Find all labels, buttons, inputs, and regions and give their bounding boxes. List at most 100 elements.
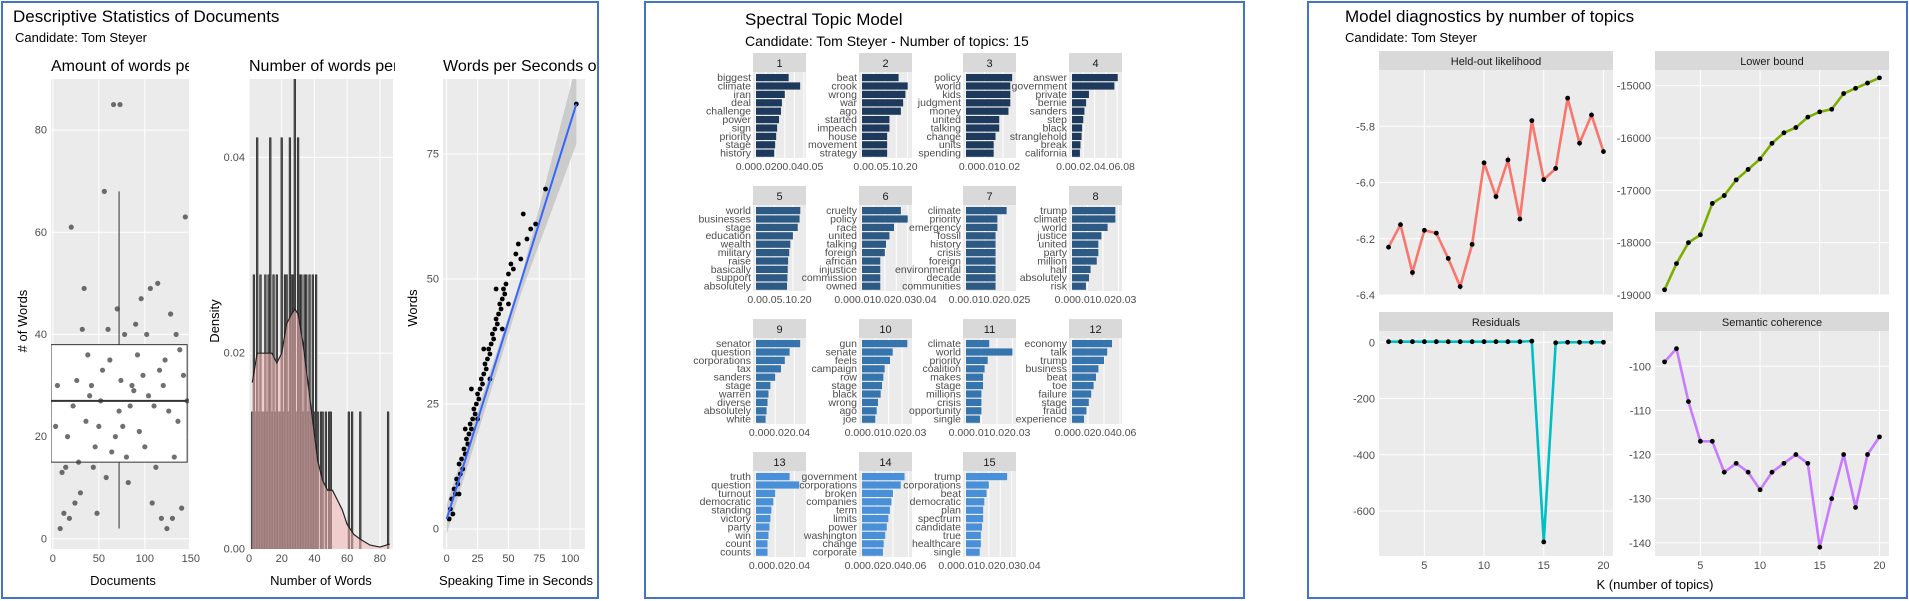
topic-bar (966, 365, 985, 373)
topic-word-label: wealth (720, 239, 752, 251)
topic-bar (966, 548, 980, 556)
topic-word-label: environmental (895, 264, 961, 276)
topic-word-label: support (716, 272, 751, 284)
wps-ylabel: Words (405, 289, 420, 327)
topic-word-label: sign (732, 122, 751, 134)
topic-bar (862, 523, 887, 531)
facet-strip (1655, 51, 1889, 70)
topic-bar (862, 265, 881, 273)
facet-point (1877, 75, 1882, 81)
doc-point (53, 423, 59, 429)
topic-bar (862, 74, 899, 82)
doc-point (175, 418, 181, 424)
doc-point (70, 403, 76, 409)
topic-word-label: policy (830, 213, 858, 225)
facet-ytick-label: -600 (1353, 506, 1375, 518)
facet-point (1865, 452, 1870, 457)
hist-bar (386, 411, 390, 549)
topic-bar (1072, 340, 1112, 348)
words-hist-ytick-label: 0.04 (224, 152, 245, 164)
wps-point (515, 241, 521, 247)
topic-bar (966, 99, 1011, 107)
topic-word-label: half (1050, 264, 1067, 276)
topic-bar (862, 274, 881, 282)
words-hist-xlabel: Number of Words (270, 573, 372, 588)
facet-point (1697, 232, 1703, 238)
topic-bar (1072, 274, 1090, 282)
words-hist-ytick-label: 0.02 (224, 348, 245, 360)
doc-point (105, 326, 111, 332)
topic-word-label: sanders (1030, 106, 1067, 118)
facet-strip-label: Lower bound (1740, 56, 1804, 68)
topic-bar (862, 356, 890, 364)
topic-word-label: party (728, 521, 752, 533)
topic-bar (966, 382, 984, 390)
facet-point (1674, 346, 1679, 352)
topic-bar (756, 481, 800, 489)
topic-word-label: foreign (929, 255, 961, 267)
wps-point (477, 386, 483, 392)
doc-point (68, 224, 74, 230)
topic-strip-label: 8 (1092, 191, 1098, 203)
doc-point (136, 428, 142, 435)
wps-ytick-label: 25 (427, 399, 439, 411)
doc-point (180, 372, 187, 378)
topic-bar (756, 356, 785, 364)
doc-point (162, 357, 168, 363)
topic-word-label: spending (918, 148, 961, 160)
facet-point (1686, 399, 1691, 404)
boxplot-box (51, 344, 188, 463)
topic-bar (966, 531, 981, 539)
facet-point (1769, 140, 1775, 146)
topic-xtick-labels: 0.000.010.02 (959, 161, 1020, 173)
topic-bar (756, 473, 790, 481)
topic-strip (963, 53, 1016, 72)
facet-point (1577, 339, 1582, 345)
wps-point (478, 376, 484, 382)
topic-xtick-labels: 0.00.05.10.20 (853, 161, 917, 173)
topic-bar (1072, 398, 1089, 406)
topic-bar (966, 282, 996, 290)
facet-point (1433, 230, 1439, 236)
facet-ytick-label: -15000 (1617, 81, 1651, 93)
facet-point (1686, 240, 1691, 246)
facet-point (1674, 261, 1679, 267)
topic-bar (756, 207, 801, 215)
topic-word-label: black (1042, 122, 1067, 134)
doc-point (98, 398, 104, 404)
topic-word-label: crisis (937, 397, 961, 409)
topic-strip-label: 5 (776, 191, 782, 203)
words-per-doc-xtick-label: 50 (93, 553, 105, 565)
topic-word-label: party (1044, 247, 1068, 259)
stm-title: Spectral Topic Model (745, 10, 903, 29)
topic-word-label: senate (825, 346, 857, 358)
topic-bar (756, 373, 776, 381)
wps-point (506, 271, 511, 277)
topic-word-label: tax (737, 363, 752, 375)
topic-bar (862, 124, 890, 132)
topic-word-label: win (734, 530, 751, 542)
wps-point (499, 296, 505, 302)
wps-point (501, 286, 506, 292)
facet-ytick-label: -5.8 (1356, 121, 1375, 133)
doc-point (103, 474, 109, 481)
topic-bar (756, 149, 775, 157)
topic-word-label: counts (720, 547, 751, 559)
doc-point (177, 347, 183, 353)
words-hist-xtick-label: 0 (246, 553, 252, 565)
topic-word-label: money (929, 106, 961, 118)
topic-bar (966, 356, 988, 364)
topic-word-label: toe (1052, 380, 1067, 392)
topic-xtick-labels: 0.000.010.020.030.04 (834, 294, 936, 306)
topic-bar (756, 390, 769, 398)
topic-bar (756, 506, 772, 514)
facet-strip (1379, 312, 1613, 331)
topic-strip (753, 319, 806, 338)
words-per-doc-ylabel: # of Words (15, 289, 30, 352)
facet-xtick-label: 15 (1538, 560, 1550, 572)
words-hist-xtick-label: 80 (374, 553, 386, 565)
topic-bar (862, 348, 893, 356)
facet-point (1445, 256, 1451, 261)
topic-word-label: communities (902, 281, 961, 293)
topic-word-label: plan (941, 505, 961, 517)
